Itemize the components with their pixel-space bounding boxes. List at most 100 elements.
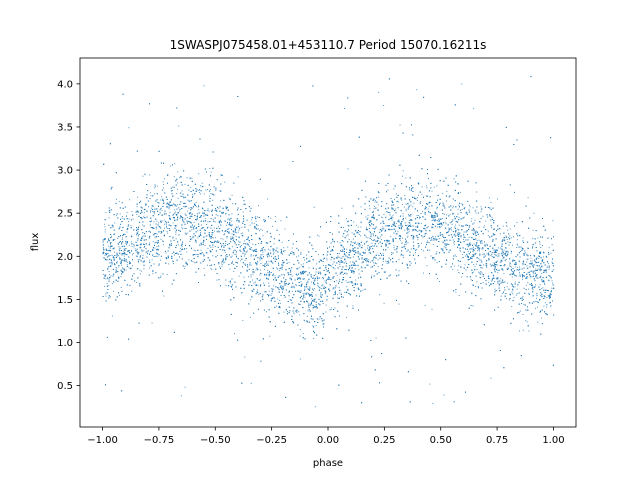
data-point — [308, 307, 310, 308]
data-point — [105, 253, 107, 255]
data-point — [203, 213, 205, 215]
data-point — [460, 250, 462, 252]
data-point — [158, 265, 160, 267]
data-point — [447, 243, 448, 245]
data-point — [258, 294, 260, 296]
data-point — [256, 267, 258, 269]
data-point — [348, 292, 349, 294]
data-point — [154, 187, 156, 189]
data-point — [259, 274, 261, 276]
data-point — [514, 286, 516, 288]
data-point — [508, 299, 510, 301]
data-point — [507, 282, 509, 284]
data-point — [532, 237, 534, 239]
data-point — [474, 266, 476, 268]
data-point — [105, 295, 107, 297]
data-point — [541, 281, 543, 283]
data-point — [514, 281, 516, 283]
data-point — [475, 247, 476, 249]
data-point — [342, 235, 344, 237]
data-point — [183, 268, 185, 269]
data-point — [304, 296, 306, 298]
data-point — [118, 246, 120, 248]
data-point — [522, 278, 523, 280]
data-point — [140, 200, 142, 202]
data-point — [358, 269, 360, 271]
data-point — [478, 239, 480, 241]
data-point — [410, 248, 412, 250]
data-point — [136, 214, 138, 216]
data-point — [181, 246, 183, 248]
data-point — [491, 280, 493, 282]
data-point — [401, 253, 403, 255]
data-point — [115, 215, 117, 217]
data-point — [320, 260, 322, 262]
data-point — [342, 274, 344, 276]
data-point — [260, 228, 262, 230]
data-point — [270, 288, 272, 290]
data-point — [279, 300, 281, 301]
data-point — [422, 236, 424, 238]
data-point — [308, 267, 310, 269]
data-point — [179, 250, 181, 252]
data-point — [151, 249, 153, 251]
data-point — [422, 205, 423, 207]
data-point — [192, 237, 194, 239]
data-point — [417, 231, 419, 232]
data-point — [162, 181, 164, 183]
data-point — [177, 182, 179, 184]
data-point — [529, 275, 531, 277]
data-point — [536, 297, 537, 299]
data-point — [325, 283, 327, 284]
data-point — [411, 229, 413, 231]
data-point — [282, 264, 284, 266]
data-point — [449, 213, 451, 215]
data-point — [442, 218, 444, 220]
data-point — [491, 216, 493, 218]
data-point — [408, 189, 410, 191]
data-point — [543, 305, 545, 307]
data-point — [156, 220, 158, 222]
data-point — [385, 207, 386, 209]
data-point — [322, 264, 324, 266]
data-point — [443, 204, 445, 206]
data-point — [243, 240, 245, 242]
data-point — [444, 240, 446, 242]
data-point — [440, 222, 441, 224]
data-point — [159, 259, 161, 261]
data-point — [236, 232, 238, 234]
data-point — [530, 257, 532, 259]
data-point — [400, 225, 402, 227]
data-point — [356, 232, 358, 234]
data-point — [276, 267, 278, 269]
data-point — [138, 234, 140, 235]
data-point — [475, 212, 477, 214]
data-point — [184, 265, 186, 267]
data-point — [153, 221, 155, 223]
data-point — [131, 211, 133, 213]
data-point — [451, 223, 453, 225]
data-point — [387, 189, 389, 191]
data-point — [453, 265, 455, 267]
data-point — [144, 209, 146, 211]
data-point — [352, 305, 354, 307]
data-point — [500, 278, 502, 280]
data-point — [104, 229, 106, 231]
data-point — [271, 292, 273, 294]
data-point — [166, 230, 168, 232]
data-point — [431, 190, 433, 192]
data-point — [512, 288, 513, 290]
data-point — [106, 252, 108, 254]
data-point — [344, 291, 346, 293]
data-point — [449, 239, 451, 241]
data-point — [186, 248, 188, 250]
data-point — [121, 216, 123, 218]
data-point — [332, 257, 334, 259]
data-point — [250, 276, 252, 278]
data-point — [206, 235, 208, 237]
data-point — [133, 244, 135, 246]
data-point — [328, 264, 330, 266]
data-point — [167, 232, 168, 234]
data-point — [418, 218, 420, 220]
data-point — [258, 205, 259, 207]
